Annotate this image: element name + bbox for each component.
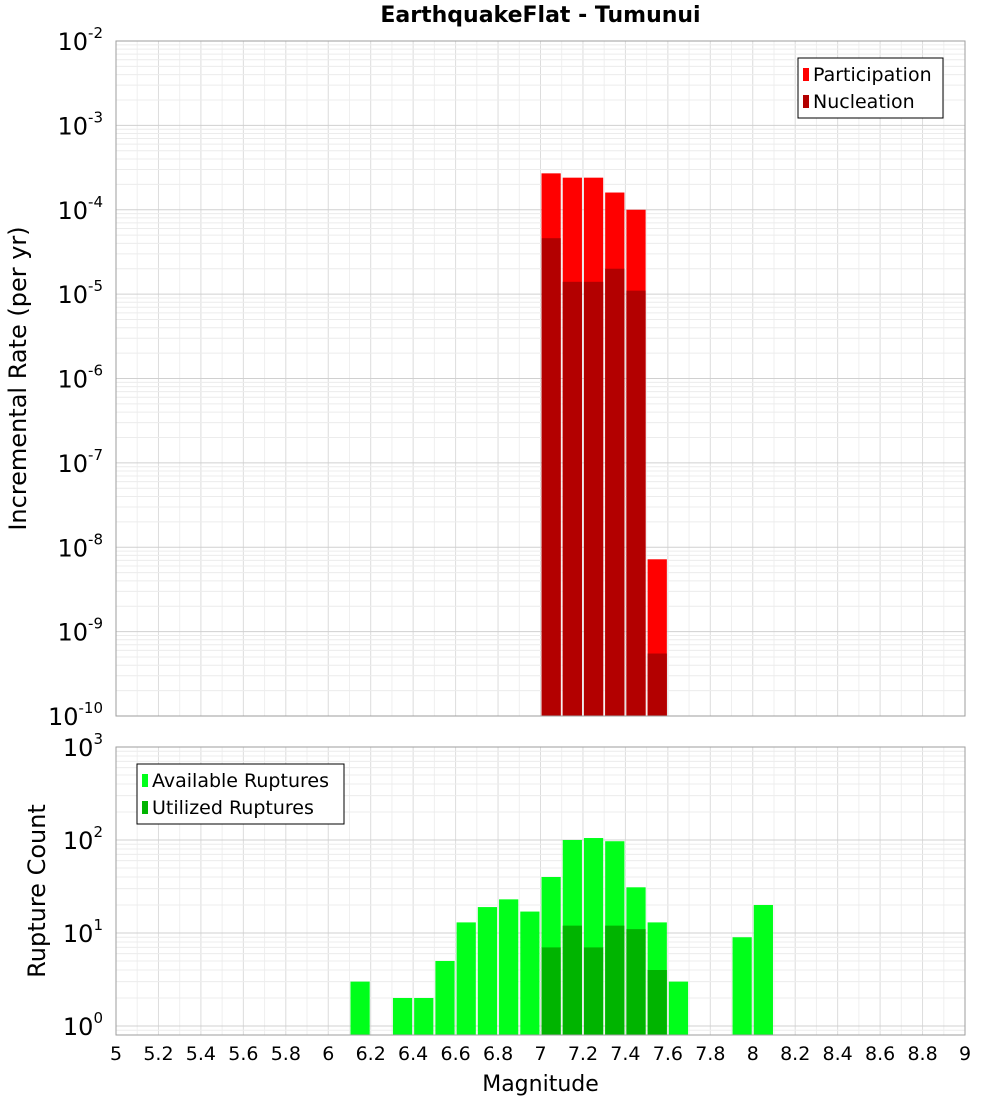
x-tick-label: 9 (959, 1043, 971, 1065)
legend-label: Nucleation (813, 91, 915, 113)
legend: Participation Nucleation (797, 57, 944, 119)
bar (753, 904, 773, 1035)
x-tick-label: 8.8 (907, 1043, 937, 1065)
x-tick-label: 8.6 (865, 1043, 895, 1065)
bar (647, 969, 667, 1035)
x-tick-label: 6.8 (483, 1043, 513, 1065)
y-tick-label: 10-10 (48, 699, 103, 731)
y-tick-label: 10-5 (57, 277, 103, 309)
x-tick-label: 7 (534, 1043, 546, 1065)
bar (668, 981, 689, 1035)
y-tick-label: 10-2 (57, 24, 103, 56)
bar (499, 899, 519, 1035)
x-axis-label: Magnitude (482, 1072, 599, 1097)
bar (732, 937, 752, 1035)
y-tick-label: 10-4 (57, 193, 103, 225)
x-tick-label: 8 (747, 1043, 759, 1065)
legend-swatch (803, 68, 809, 81)
x-tick-label: 7.2 (568, 1043, 598, 1065)
bar (562, 925, 582, 1035)
legend-box (136, 763, 345, 825)
bar (562, 281, 582, 716)
legend-label: Participation (813, 64, 932, 86)
x-tick-label: 5 (110, 1043, 122, 1065)
legend-box (797, 57, 944, 119)
x-tick-label: 6.2 (356, 1043, 386, 1065)
x-tick-label: 8.2 (780, 1043, 810, 1065)
bar (605, 925, 625, 1035)
y-tick-label: 103 (63, 730, 103, 762)
bar (520, 911, 540, 1035)
bar (647, 653, 667, 716)
x-tick-label: 8.4 (823, 1043, 853, 1065)
legend-swatch (142, 801, 148, 814)
series-nucleation (541, 238, 667, 716)
y-tick-label: 100 (63, 1009, 103, 1041)
plot-frame (115, 40, 966, 717)
bar (435, 960, 455, 1035)
y-tick-label: 101 (63, 916, 103, 948)
y-axis-label: Rupture Count (23, 804, 51, 978)
x-tick-label: 7.8 (695, 1043, 725, 1065)
legend-swatch (803, 95, 809, 108)
bar (541, 238, 561, 716)
y-tick-label: 102 (63, 823, 103, 855)
bar (626, 290, 646, 716)
chart-title: EarthquakeFlat - Tumunui (380, 3, 700, 28)
chart-panel-1: 10-2 10-3 10-4 10-5 10-6 10-7 10-8 10-9 10-10 Inc… (4, 3, 966, 731)
legend-label: Available Ruptures (152, 770, 329, 792)
y-tick-label: 10-7 (57, 446, 103, 478)
x-tick-label: 5.2 (143, 1043, 173, 1065)
bar (605, 268, 625, 716)
bar (392, 997, 413, 1035)
bar (456, 922, 476, 1035)
series-utilized-ruptures (541, 925, 667, 1035)
x-tick-label: 5.4 (186, 1043, 216, 1065)
x-tick-label: 5.6 (228, 1043, 258, 1065)
bar (350, 981, 370, 1035)
bar (583, 947, 604, 1035)
legend-swatch (142, 774, 148, 787)
bar (541, 947, 561, 1035)
x-tick-label: 7.6 (653, 1043, 683, 1065)
bar (477, 907, 498, 1035)
bar (583, 281, 604, 716)
legend: Available Ruptures Utilized Ruptures (136, 763, 345, 825)
y-axis-label: Incremental Rate (per yr) (4, 226, 32, 530)
grid (115, 41, 966, 717)
bar (626, 929, 646, 1035)
x-tick-label: 6.6 (440, 1043, 470, 1065)
y-tick-label: 10-6 (57, 362, 103, 394)
y-tick-label: 10-8 (57, 530, 103, 562)
y-tick-label: 10-3 (57, 108, 103, 140)
y-tick-label: 10-9 (57, 615, 103, 647)
plot-frame (115, 746, 966, 1036)
x-tick-label: 7.4 (610, 1043, 640, 1065)
x-tick-label: 5.8 (271, 1043, 301, 1065)
legend-label: Utilized Ruptures (152, 797, 314, 819)
x-tick-label: 6 (322, 1043, 334, 1065)
x-tick-label: 6.4 (398, 1043, 428, 1065)
bar (414, 997, 434, 1035)
